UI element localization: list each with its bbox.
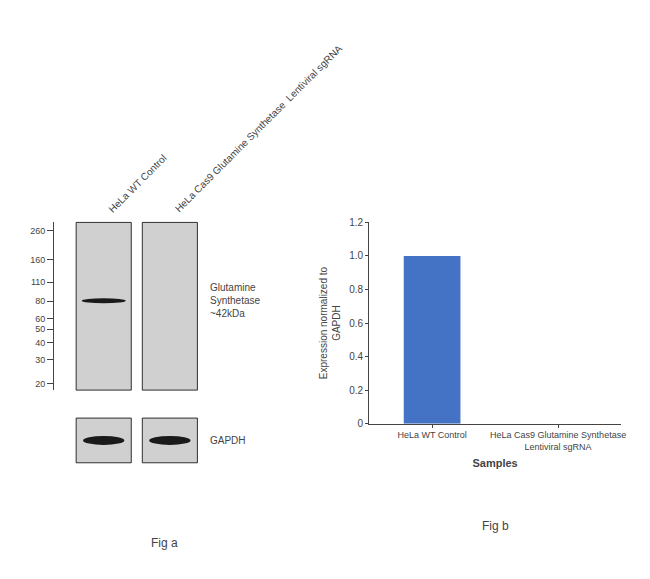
svg-text:50: 50	[35, 324, 45, 334]
svg-text:20: 20	[35, 379, 45, 389]
svg-text:HeLa Cas9 Glutamine Synthetase: HeLa Cas9 Glutamine SynthetaseLentiviral…	[490, 430, 626, 452]
svg-text:Samples: Samples	[472, 457, 517, 469]
svg-text:30: 30	[35, 355, 45, 365]
svg-text:Expression normalized toGAPDH: Expression normalized toGAPDH	[318, 266, 342, 379]
svg-text:HeLa WT Control: HeLa WT Control	[397, 430, 466, 440]
svg-text:1.0: 1.0	[349, 250, 363, 261]
svg-text:Fig a: Fig a	[151, 536, 178, 550]
svg-text:Fig b: Fig b	[482, 519, 509, 533]
svg-text:40: 40	[35, 338, 45, 348]
svg-text:0: 0	[358, 418, 364, 429]
svg-text:60: 60	[35, 314, 45, 324]
svg-text:260: 260	[30, 226, 45, 236]
svg-text:HeLa Cas9 Glutamine Synthetase: HeLa Cas9 Glutamine Synthetase Lentivira…	[173, 43, 345, 215]
svg-text:1.2: 1.2	[349, 217, 363, 228]
svg-text:0.2: 0.2	[349, 385, 363, 396]
svg-text:0.6: 0.6	[349, 318, 363, 329]
svg-text:GlutamineSynthetase~42kDa: GlutamineSynthetase~42kDa	[210, 282, 260, 319]
svg-text:80: 80	[35, 296, 45, 306]
svg-text:0.4: 0.4	[349, 351, 363, 362]
svg-text:110: 110	[31, 277, 45, 287]
svg-text:0.8: 0.8	[349, 284, 363, 295]
svg-text:GAPDH: GAPDH	[210, 435, 246, 446]
svg-text:160: 160	[30, 255, 45, 265]
svg-text:HeLa WT Control: HeLa WT Control	[106, 152, 168, 214]
